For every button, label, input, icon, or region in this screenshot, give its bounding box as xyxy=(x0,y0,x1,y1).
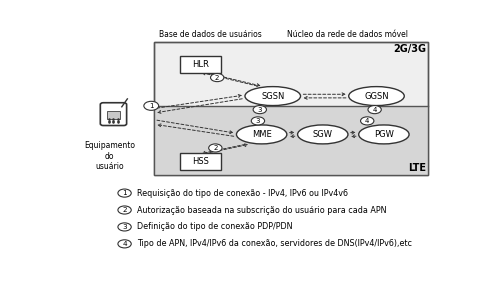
Text: 3: 3 xyxy=(258,107,262,113)
Text: HLR: HLR xyxy=(192,60,209,69)
Text: 4: 4 xyxy=(122,241,127,247)
Text: 1: 1 xyxy=(122,190,127,196)
Text: 3: 3 xyxy=(122,224,127,230)
Ellipse shape xyxy=(358,125,409,144)
FancyBboxPatch shape xyxy=(154,106,428,175)
Ellipse shape xyxy=(298,125,348,144)
FancyBboxPatch shape xyxy=(107,111,120,119)
Text: MME: MME xyxy=(252,130,272,139)
Text: Base de dados de usuários: Base de dados de usuários xyxy=(159,30,262,39)
Text: 2: 2 xyxy=(215,75,219,81)
Ellipse shape xyxy=(237,125,287,144)
Text: Autorização baseada na subscrição do usuário para cada APN: Autorização baseada na subscrição do usu… xyxy=(137,205,386,214)
Text: SGSN: SGSN xyxy=(261,92,284,100)
Text: Requisição do tipo de conexão - IPv4, IPv6 ou IPv4v6: Requisição do tipo de conexão - IPv4, IP… xyxy=(137,189,348,197)
Circle shape xyxy=(368,105,381,114)
Text: 3: 3 xyxy=(256,118,260,124)
Text: Núcleo da rede de dados móvel: Núcleo da rede de dados móvel xyxy=(287,30,408,39)
Text: PGW: PGW xyxy=(374,130,394,139)
Circle shape xyxy=(118,223,131,231)
Ellipse shape xyxy=(348,87,404,105)
FancyBboxPatch shape xyxy=(154,42,428,175)
Text: Tipo de APN, IPv4/IPv6 da conexão, servidores de DNS(IPv4/IPv6),etc: Tipo de APN, IPv4/IPv6 da conexão, servi… xyxy=(137,239,412,248)
Text: 2: 2 xyxy=(122,207,127,213)
FancyBboxPatch shape xyxy=(180,56,221,73)
Ellipse shape xyxy=(245,87,301,105)
Text: SGW: SGW xyxy=(313,130,333,139)
Circle shape xyxy=(253,105,266,114)
Text: 2G/3G: 2G/3G xyxy=(393,44,426,54)
Text: 2: 2 xyxy=(213,145,217,151)
FancyBboxPatch shape xyxy=(180,153,221,170)
Text: 1: 1 xyxy=(149,103,153,109)
FancyBboxPatch shape xyxy=(100,103,127,125)
Circle shape xyxy=(210,74,224,82)
Text: Definição do tipo de conexão PDP/PDN: Definição do tipo de conexão PDP/PDN xyxy=(137,222,293,231)
Text: GGSN: GGSN xyxy=(364,92,389,100)
Circle shape xyxy=(118,240,131,248)
Text: LTE: LTE xyxy=(409,163,426,173)
Text: HSS: HSS xyxy=(192,157,209,166)
Circle shape xyxy=(118,206,131,214)
Circle shape xyxy=(251,117,265,125)
Circle shape xyxy=(118,189,131,197)
Text: 4: 4 xyxy=(372,107,377,113)
Circle shape xyxy=(360,117,374,125)
Text: Equipamento
do
usuário: Equipamento do usuário xyxy=(84,141,135,171)
Circle shape xyxy=(209,144,222,152)
Text: 4: 4 xyxy=(365,118,369,124)
Circle shape xyxy=(144,101,159,110)
